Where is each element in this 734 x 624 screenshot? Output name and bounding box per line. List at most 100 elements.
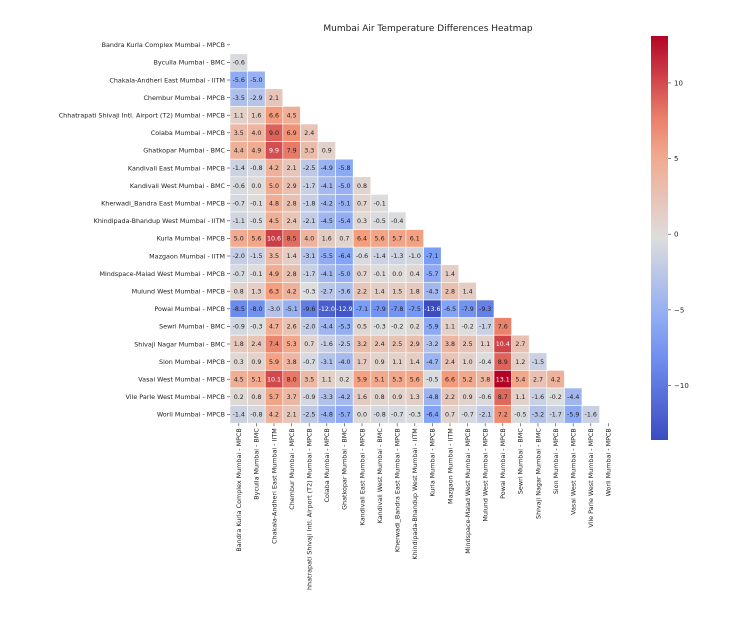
cell-value-label: -0.7 xyxy=(233,200,245,207)
cell-value-label: -7.5 xyxy=(409,306,421,313)
cell-value-label: -9.6 xyxy=(303,306,315,313)
cell-value-label: -0.5 xyxy=(250,218,262,225)
y-tick-label: Powai Mumbai - MPCB xyxy=(154,305,225,313)
cell-value-label: 0.0 xyxy=(357,412,367,419)
cell-value-label: 2.6 xyxy=(287,324,297,331)
cell-value-label: -5.4 xyxy=(338,218,350,225)
cell-value-label: 5.6 xyxy=(251,236,261,243)
cell-value-label: -4.4 xyxy=(321,324,333,331)
cell-value-label: -0.4 xyxy=(391,218,403,225)
cell-value-label: -4.1 xyxy=(321,271,333,278)
cell-value-label: -4.9 xyxy=(321,165,333,172)
cell-value-label: -1.4 xyxy=(373,253,385,260)
cell-value-label: 4.5 xyxy=(287,112,297,119)
cell-value-label: -5.7 xyxy=(338,412,350,419)
cell-value-label: 2.1 xyxy=(287,165,297,172)
cell-value-label: 0.2 xyxy=(234,394,244,401)
cell-value-label: -0.7 xyxy=(461,412,473,419)
y-tick-label: Kherwadi_Bandra East Mumbai - MPCB xyxy=(101,200,225,208)
cell-value-label: 1.1 xyxy=(515,394,525,401)
cell-value-label: 2.5 xyxy=(392,341,402,348)
cell-value-label: 0.9 xyxy=(251,359,261,366)
x-tick-label: Kandivali East Mumbai - MPCB xyxy=(358,428,366,525)
x-tick-label: Kandivali West Mumbai - BMC xyxy=(376,428,384,524)
y-tick-label: Colaba Mumbai - MPCB xyxy=(151,129,225,137)
y-tick-label: Kandivali West Mumbai - BMC xyxy=(130,182,226,190)
cell-value-label: -3.0 xyxy=(268,306,280,313)
cell-value-label: -7.1 xyxy=(426,253,438,260)
cell-value-label: 4.7 xyxy=(269,324,279,331)
x-tick-label: Chembur Mumbai - MPCB xyxy=(288,428,296,510)
y-tick-label: Mulund West Mumbai - MPCB xyxy=(132,288,225,296)
y-tick-label: Vasai West Mumbai - MPCB xyxy=(138,376,225,384)
cell-value-label: 4.5 xyxy=(269,218,279,225)
cell-value-label: -4.1 xyxy=(321,183,333,190)
cell-value-label: -0.8 xyxy=(373,412,385,419)
x-tick-label: Colaba Mumbai - MPCB xyxy=(323,428,331,502)
y-tick-label: Chakala-Andheri East Mumbai - IITM xyxy=(109,76,225,84)
cell-value-label: 2.9 xyxy=(287,183,297,190)
cell-value-label: 4.0 xyxy=(251,130,261,137)
cell-value-label: -0.1 xyxy=(250,200,262,207)
colorbar-tick-label: 0 xyxy=(674,231,678,239)
cell-value-label: 2.4 xyxy=(251,341,261,348)
cell-value-label: -5.9 xyxy=(567,412,579,419)
cell-value-label: 7.9 xyxy=(287,148,297,155)
cell-value-label: -0.2 xyxy=(549,394,561,401)
cell-value-label: -4.8 xyxy=(426,394,438,401)
colorbar-tick-label: −5 xyxy=(674,306,684,314)
cell-value-label: -0.6 xyxy=(479,394,491,401)
cell-value-label: 4.4 xyxy=(234,148,244,155)
cell-value-label: 0.9 xyxy=(392,394,402,401)
cell-value-label: -4.0 xyxy=(338,359,350,366)
colorbar-gradient xyxy=(651,36,668,440)
cell-value-label: -0.6 xyxy=(233,183,245,190)
cell-value-label: 7.4 xyxy=(269,341,279,348)
cell-value-label: 3.2 xyxy=(357,341,367,348)
cell-value-label: 4.8 xyxy=(269,200,279,207)
cell-value-label: 1.7 xyxy=(357,359,367,366)
y-tick-label: Byculla Mumbai - BMC xyxy=(154,59,226,67)
x-tick-label: Byculla Mumbai - BMC xyxy=(253,428,261,500)
cell-value-label: -12.9 xyxy=(336,306,352,313)
cell-value-label: 0.0 xyxy=(251,183,261,190)
cell-value-label: 3.5 xyxy=(304,376,314,383)
x-tick-label: hhatrapati Shivaji Intl. Airport (T2) Mu… xyxy=(306,428,314,590)
cell-value-label: -4.8 xyxy=(321,412,333,419)
y-tick-label: Sewri Mumbai - BMC xyxy=(159,323,225,331)
cell-value-label: 1.1 xyxy=(392,359,402,366)
cell-value-label: 4.5 xyxy=(234,376,244,383)
cell-value-label: -1.7 xyxy=(303,271,315,278)
cell-value-label: 9.0 xyxy=(269,130,279,137)
cell-value-label: 1.8 xyxy=(410,288,420,295)
cell-value-label: -1.1 xyxy=(233,218,245,225)
cell-value-label: -5.0 xyxy=(338,183,350,190)
x-tick-label: Sion Mumbai - MPCB xyxy=(552,428,560,494)
cell-value-label: -0.7 xyxy=(233,271,245,278)
x-tick-label: Khindipada-Bhandup West Mumbai - IITM xyxy=(411,428,419,559)
y-tick-label: Sion Mumbai - MPCB xyxy=(159,358,225,366)
cell-value-label: 2.8 xyxy=(287,200,297,207)
x-tick-label: Bandra Kurla Complex Mumbai - MPCB xyxy=(235,428,243,551)
heatmap-cells: -0.6 -5.6 -5.0 -3.5 -2.9 2.1 1.1 1.6 6.6 4.5 3.5 4.… xyxy=(229,53,600,424)
cell-value-label: 6.9 xyxy=(287,130,297,137)
cell-value-label: 7.6 xyxy=(498,324,508,331)
cell-value-label: 8.7 xyxy=(498,394,508,401)
cell-value-label: 7.2 xyxy=(498,412,508,419)
cell-value-label: 1.8 xyxy=(234,341,244,348)
cell-value-label: -0.9 xyxy=(233,324,245,331)
x-tick-label: Vasai West Mumbai - MPCB xyxy=(570,428,578,515)
cell-value-label: 1.6 xyxy=(322,236,332,243)
x-tick-label: Powai Mumbai - MPCB xyxy=(499,428,507,499)
cell-value-label: 10.1 xyxy=(267,376,281,383)
cell-value-label: -5.8 xyxy=(338,165,350,172)
cell-value-label: 6.6 xyxy=(269,112,279,119)
x-tick-label: Mulund West Mumbai - MPCB xyxy=(482,428,490,521)
x-tick-label: Kurla Mumbai - MPCB xyxy=(429,428,437,496)
cell-value-label: -2.0 xyxy=(233,253,245,260)
cell-value-label: 5.9 xyxy=(357,376,367,383)
cell-value-label: -7.1 xyxy=(356,306,368,313)
cell-value-label: -1.4 xyxy=(233,412,245,419)
y-tick-label: Kandivali East Mumbai - MPCB xyxy=(128,164,225,172)
cell-value-label: -0.6 xyxy=(233,60,245,67)
